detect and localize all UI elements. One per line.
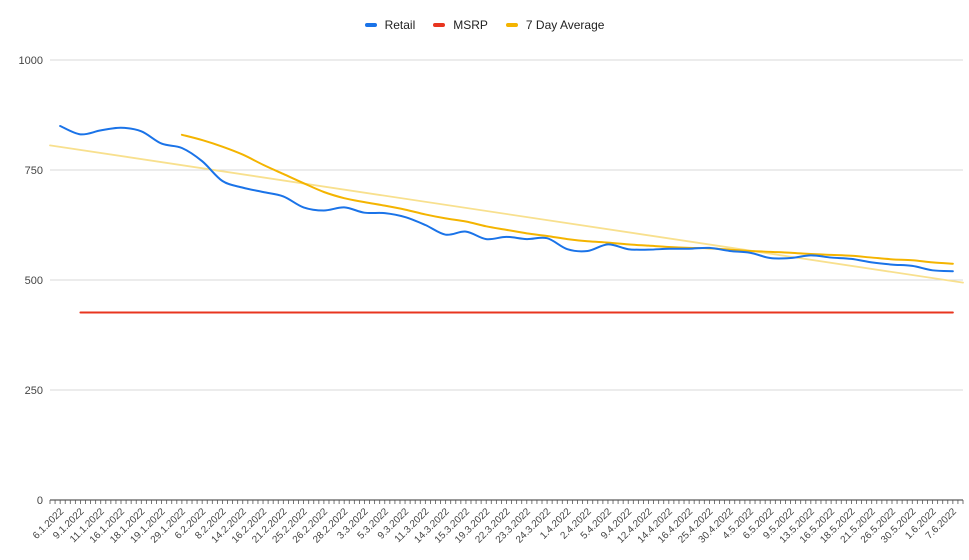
- trendline: [49, 144, 964, 284]
- y-tick-label-1000: 1000: [19, 55, 43, 67]
- legend-label-msrp: MSRP: [453, 18, 488, 32]
- y-tick-label-250: 250: [25, 385, 43, 397]
- legend-label-7-day-average: 7 Day Average: [525, 18, 605, 32]
- series-line-7-day-average: [180, 133, 954, 265]
- chart-legend: Retail MSRP 7 Day Average: [0, 18, 969, 32]
- legend-item-7-day-average[interactable]: 7 Day Average: [505, 18, 605, 32]
- y-tick-label-0: 0: [37, 495, 43, 507]
- legend-swatch-msrp: [433, 23, 446, 27]
- y-tick-label-750: 750: [25, 165, 43, 177]
- legend-item-retail[interactable]: Retail: [364, 18, 416, 32]
- legend-item-msrp[interactable]: MSRP: [433, 18, 488, 32]
- y-tick-label-500: 500: [25, 275, 43, 287]
- series-line-retail: [59, 125, 954, 273]
- legend-swatch-7-day-average: [505, 23, 518, 27]
- legend-label-retail: Retail: [384, 18, 416, 32]
- legend-swatch-retail: [364, 23, 377, 27]
